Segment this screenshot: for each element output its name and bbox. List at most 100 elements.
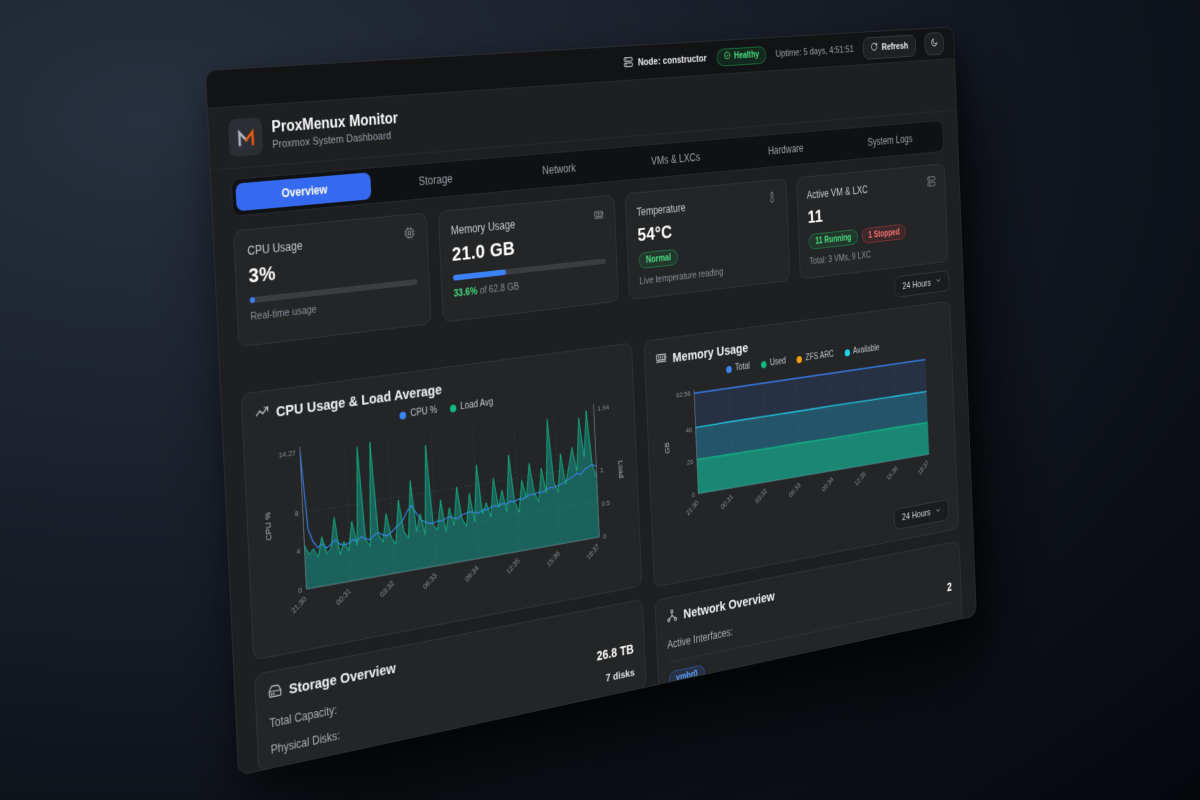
svg-text:Load: Load: [617, 460, 626, 479]
thermometer-icon: [767, 191, 777, 207]
svg-text:14.27: 14.27: [278, 448, 296, 460]
storage-row-value: 26.8 TB: [596, 641, 634, 664]
svg-text:00:31: 00:31: [335, 587, 353, 607]
temperature-card: Temperature 54°C Normal Live temperature…: [624, 178, 791, 301]
memory-chip-icon: [655, 350, 667, 369]
svg-text:12:35: 12:35: [853, 470, 867, 488]
temperature-status-badge: Normal: [638, 248, 679, 270]
moon-icon: [930, 37, 938, 50]
svg-text:62.56: 62.56: [676, 389, 691, 399]
tab-storage[interactable]: Storage: [418, 172, 453, 189]
cpu-load-chart: 21:30 00:31 03:32 06:33 09:34 12:35 15:36 18:37…: [263, 391, 626, 616]
svg-text:00:31: 00:31: [719, 493, 734, 512]
svg-text:1: 1: [600, 466, 604, 475]
memory-caption-percent: 33.6%: [453, 285, 478, 300]
interface-badge: vmbr0: [668, 664, 706, 689]
vm-card-label: Active VM & LXC: [806, 182, 869, 202]
network-row-value: 2: [946, 579, 953, 594]
charts-grid: CPU Usage & Load Average CPU % Load Avg 2…: [240, 300, 964, 776]
svg-text:12:35: 12:35: [505, 556, 521, 576]
storage-row-label: Total Capacity:: [269, 702, 338, 731]
left-column: CPU Usage & Load Average CPU % Load Avg 2…: [240, 342, 647, 776]
storage-row-value: 7 disks: [605, 667, 635, 685]
cpu-icon: [403, 226, 415, 243]
hard-drive-icon: [268, 681, 283, 703]
temperature-card-label: Temperature: [636, 200, 686, 219]
tab-vms-lxcs[interactable]: VMs & LXCs: [650, 150, 701, 168]
legend-dot: [796, 355, 803, 364]
vm-stopped-badge: 1 Stopped: [861, 223, 907, 244]
health-badge: Healthy: [716, 45, 767, 67]
legend-label: Total: [734, 361, 751, 374]
chevron-down-icon: [935, 276, 942, 288]
proxmenux-logo: [227, 117, 264, 158]
svg-text:0.5: 0.5: [601, 498, 610, 508]
legend-label: Used: [769, 356, 787, 369]
network-row-label: Active Interfaces:: [667, 625, 734, 652]
refresh-icon: [870, 41, 878, 53]
svg-text:03:32: 03:32: [378, 579, 396, 599]
refresh-button[interactable]: Refresh: [862, 34, 917, 60]
active-vm-card: Active VM & LXC 11 11 Running 1 Stopped …: [795, 163, 949, 280]
legend-dot: [399, 410, 407, 420]
svg-text:18:37: 18:37: [917, 459, 930, 477]
svg-text:09:34: 09:34: [821, 475, 835, 493]
server-icon: [624, 55, 634, 70]
svg-text:4: 4: [296, 547, 300, 557]
svg-text:21:30: 21:30: [685, 499, 700, 518]
cpu-card-label: CPU Usage: [247, 238, 303, 258]
right-column: Memory Usage Total Used ZFS ARC Available 2…: [643, 300, 964, 703]
tab-network[interactable]: Network: [541, 161, 577, 178]
svg-text:0: 0: [691, 490, 695, 499]
trending-up-icon: [255, 403, 270, 425]
header-titles: ProxMenux Monitor Proxmox System Dashboa…: [271, 111, 399, 151]
cpu-usage-card: CPU Usage 3% Real-time usage: [233, 212, 432, 348]
time-range-value: 24 Hours: [902, 277, 932, 292]
svg-text:21:30: 21:30: [290, 595, 308, 616]
memory-progress-fill: [452, 269, 506, 281]
memory-chart-card: Memory Usage Total Used ZFS ARC Available 2…: [643, 300, 959, 588]
memory-caption-rest: of 62.8 GB: [477, 280, 520, 297]
svg-text:40: 40: [686, 426, 693, 435]
memory-card-label: Memory Usage: [450, 217, 516, 237]
legend-dot: [449, 403, 457, 413]
vm-running-badge: 11 Running: [808, 228, 859, 250]
svg-text:0: 0: [298, 585, 302, 595]
legend-dot: [760, 360, 767, 369]
legend-dot: [725, 365, 732, 374]
time-range-select[interactable]: 24 Hours: [894, 269, 950, 298]
tab-hardware[interactable]: Hardware: [767, 141, 804, 158]
node-label: Node: constructor: [637, 52, 707, 68]
network-icon: [666, 607, 678, 627]
cpu-chart-card: CPU Usage & Load Average CPU % Load Avg 2…: [240, 342, 643, 661]
memory-usage-card: Memory Usage 21.0 GB 33.6% of 62.8 GB: [437, 194, 619, 323]
check-circle-icon: [723, 51, 730, 63]
memory-icon: [593, 207, 604, 224]
svg-text:06:33: 06:33: [421, 571, 438, 591]
uptime-text: Uptime: 5 days, 4:51:51: [775, 43, 854, 60]
tab-overview[interactable]: Overview: [235, 172, 372, 212]
memory-chart-title: Memory Usage: [672, 340, 749, 366]
svg-text:18:37: 18:37: [585, 542, 601, 561]
dashboard-window: Node: constructor Healthy Uptime: 5 days…: [205, 26, 977, 776]
memory-time-range-value: 24 Hours: [901, 507, 931, 524]
svg-text:09:34: 09:34: [463, 564, 480, 584]
node-indicator: Node: constructor: [624, 51, 707, 71]
svg-text:03:32: 03:32: [754, 487, 769, 505]
svg-text:1.94: 1.94: [597, 403, 609, 413]
memory-time-range-select[interactable]: 24 Hours: [893, 499, 950, 531]
tab-system-logs[interactable]: System Logs: [867, 132, 913, 149]
svg-text:20: 20: [687, 458, 694, 467]
svg-text:06:33: 06:33: [787, 481, 801, 499]
health-label: Healthy: [733, 49, 760, 62]
servers-icon: [927, 175, 936, 190]
svg-text:CPU %: CPU %: [263, 511, 274, 542]
svg-text:15:36: 15:36: [545, 549, 561, 568]
refresh-label: Refresh: [881, 40, 909, 53]
svg-text:15:36: 15:36: [885, 464, 899, 482]
legend-dot: [844, 348, 850, 357]
storage-row-label: Physical Disks:: [270, 728, 341, 757]
theme-toggle-button[interactable]: [924, 31, 945, 56]
chevron-down-icon: [935, 505, 942, 517]
